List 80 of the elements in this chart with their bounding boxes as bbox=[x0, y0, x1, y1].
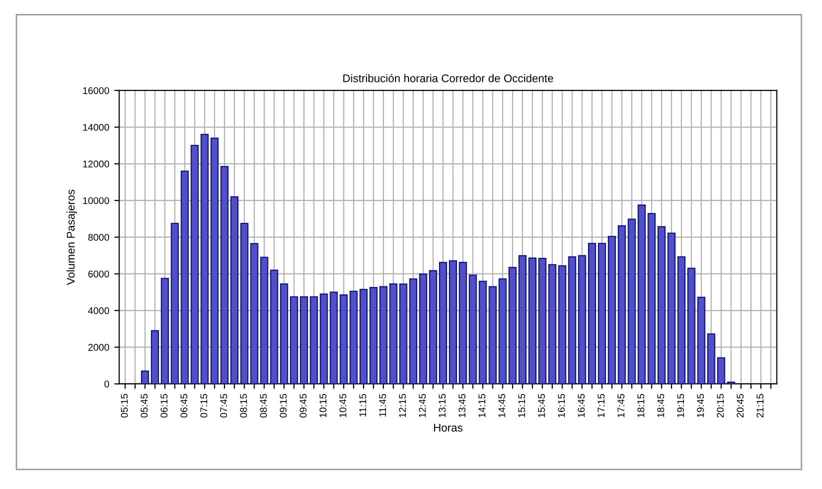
x-tick-label: 15:45 bbox=[538, 394, 545, 418]
x-tick-label: 19:15 bbox=[677, 394, 684, 418]
x-tick-label: 17:45 bbox=[618, 394, 624, 418]
x-tick-label: 05:45 bbox=[140, 394, 148, 418]
x-tick-label: 18:15 bbox=[637, 394, 644, 418]
x-tick-label: 15:15 bbox=[518, 394, 526, 418]
bar bbox=[300, 296, 308, 384]
x-tick-label: 14:45 bbox=[498, 394, 506, 418]
x-tick-label: 12:15 bbox=[399, 394, 406, 418]
bar bbox=[498, 278, 507, 384]
x-tick-label: 05:15 bbox=[120, 394, 128, 418]
x-tick-label: 16:45 bbox=[578, 394, 585, 418]
x-tick-label: 08:45 bbox=[260, 394, 267, 418]
x-tick-label: 09:45 bbox=[300, 394, 307, 418]
bar bbox=[310, 296, 318, 384]
bar bbox=[200, 134, 209, 384]
bar bbox=[448, 260, 457, 384]
y-tick-label: 14000 bbox=[83, 124, 110, 131]
bar bbox=[140, 370, 150, 384]
x-tick-label: 08:15 bbox=[240, 394, 247, 418]
bar bbox=[438, 262, 448, 384]
x-tick-label: 14:15 bbox=[478, 394, 486, 418]
bar bbox=[588, 242, 596, 384]
bar bbox=[160, 278, 169, 384]
bar bbox=[290, 296, 298, 384]
x-tick-label: 10:45 bbox=[339, 394, 346, 418]
x-tick-label: 13:45 bbox=[458, 394, 466, 418]
bar bbox=[389, 283, 398, 384]
y-tick-label: 12000 bbox=[83, 160, 110, 168]
bar bbox=[240, 222, 248, 384]
y-tick-label: 4000 bbox=[88, 307, 110, 314]
bar bbox=[150, 330, 159, 384]
bar bbox=[350, 290, 358, 384]
bar bbox=[538, 258, 546, 384]
bar bbox=[429, 270, 438, 384]
bar bbox=[667, 232, 676, 384]
x-tick-label: 07:15 bbox=[200, 394, 208, 418]
bar bbox=[230, 196, 238, 384]
x-tick-label: 21:15 bbox=[756, 394, 764, 418]
bar bbox=[658, 226, 666, 384]
y-tick-label: 6000 bbox=[88, 270, 110, 278]
x-tick-label: 12:45 bbox=[418, 394, 426, 418]
x-tick-label: 06:15 bbox=[160, 394, 168, 418]
bar bbox=[608, 236, 616, 384]
x-tick-label: 20:15 bbox=[716, 394, 724, 418]
bar bbox=[379, 286, 388, 384]
x-tick-label: 20:45 bbox=[736, 394, 744, 418]
bar bbox=[458, 262, 467, 384]
x-tick-label: 17:15 bbox=[598, 394, 605, 418]
bar bbox=[677, 256, 686, 384]
bar bbox=[598, 242, 606, 384]
x-tick-label: 19:45 bbox=[697, 394, 704, 418]
bar bbox=[210, 138, 219, 384]
x-tick-label: 11:45 bbox=[379, 394, 386, 416]
chart-title: Distribución horaria Corredor de Occidente bbox=[343, 74, 554, 82]
x-tick-label: 11:15 bbox=[359, 394, 366, 416]
bar bbox=[518, 255, 527, 384]
x-tick-label: 07:45 bbox=[220, 394, 228, 418]
x-tick-label: 10:15 bbox=[320, 394, 326, 418]
bar bbox=[360, 288, 368, 384]
y-tick-label: 2000 bbox=[88, 344, 110, 351]
x-tick-label: 13:15 bbox=[438, 394, 446, 418]
bar bbox=[369, 287, 378, 384]
x-tick-label: 06:45 bbox=[180, 394, 188, 418]
x-tick-label: 09:15 bbox=[280, 394, 287, 418]
y-tick-label: 16000 bbox=[83, 87, 110, 94]
y-tick-label: 8000 bbox=[88, 234, 110, 241]
bar bbox=[687, 268, 696, 384]
bar bbox=[528, 258, 536, 384]
y-tick-label: 0 bbox=[104, 380, 110, 388]
y-tick-label: 10000 bbox=[83, 197, 110, 204]
bar bbox=[280, 283, 288, 384]
bar bbox=[578, 255, 586, 384]
bar bbox=[220, 166, 229, 384]
x-tick-label: 16:15 bbox=[558, 394, 565, 418]
bar bbox=[508, 266, 517, 384]
x-axis-title: Horas bbox=[434, 424, 462, 432]
bar bbox=[648, 212, 656, 384]
y-axis-title: Volumen Pasajeros bbox=[66, 190, 77, 285]
x-tick-label: 18:45 bbox=[657, 394, 664, 418]
